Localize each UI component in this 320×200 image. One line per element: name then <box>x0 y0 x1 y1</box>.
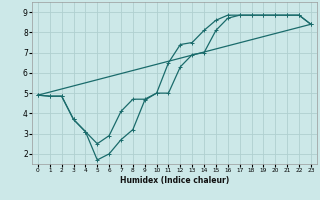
X-axis label: Humidex (Indice chaleur): Humidex (Indice chaleur) <box>120 176 229 185</box>
